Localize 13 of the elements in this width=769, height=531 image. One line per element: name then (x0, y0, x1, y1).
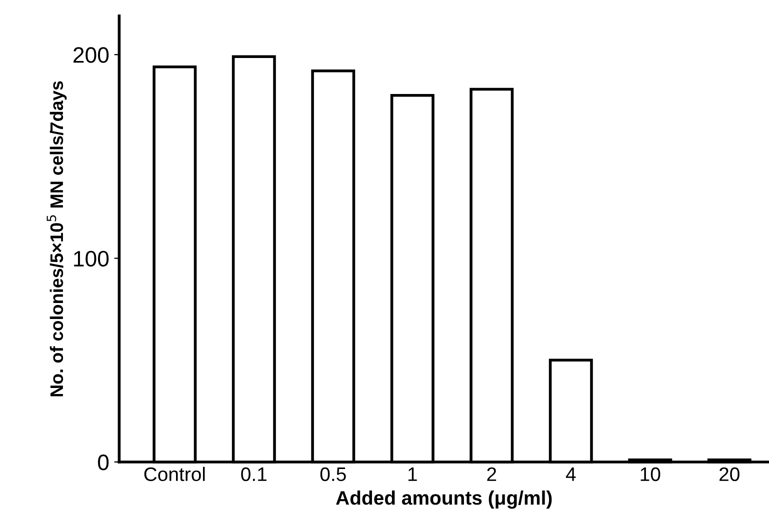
y-tick-label: 0 (98, 454, 109, 470)
x-tick-label: 0.5 (320, 467, 346, 482)
x-tick-label: 1 (408, 468, 417, 481)
y-tick-label: 200 (74, 47, 109, 63)
x-axis-title: Added amounts (μg/ml) (336, 490, 552, 509)
x-tick-label: Control (144, 466, 205, 482)
y-axis-title: No. of colonies/5×10$^{5}$ MN cells/7days (46, 81, 67, 396)
x-tick-label: 2 (487, 467, 496, 481)
x-tick-label: 10 (640, 467, 660, 482)
x-tick-label: 0.1 (241, 467, 266, 482)
y-tick-label: 100 (74, 250, 109, 267)
x-tick-label: 20 (720, 467, 740, 482)
x-tick-label: 4 (566, 468, 576, 481)
